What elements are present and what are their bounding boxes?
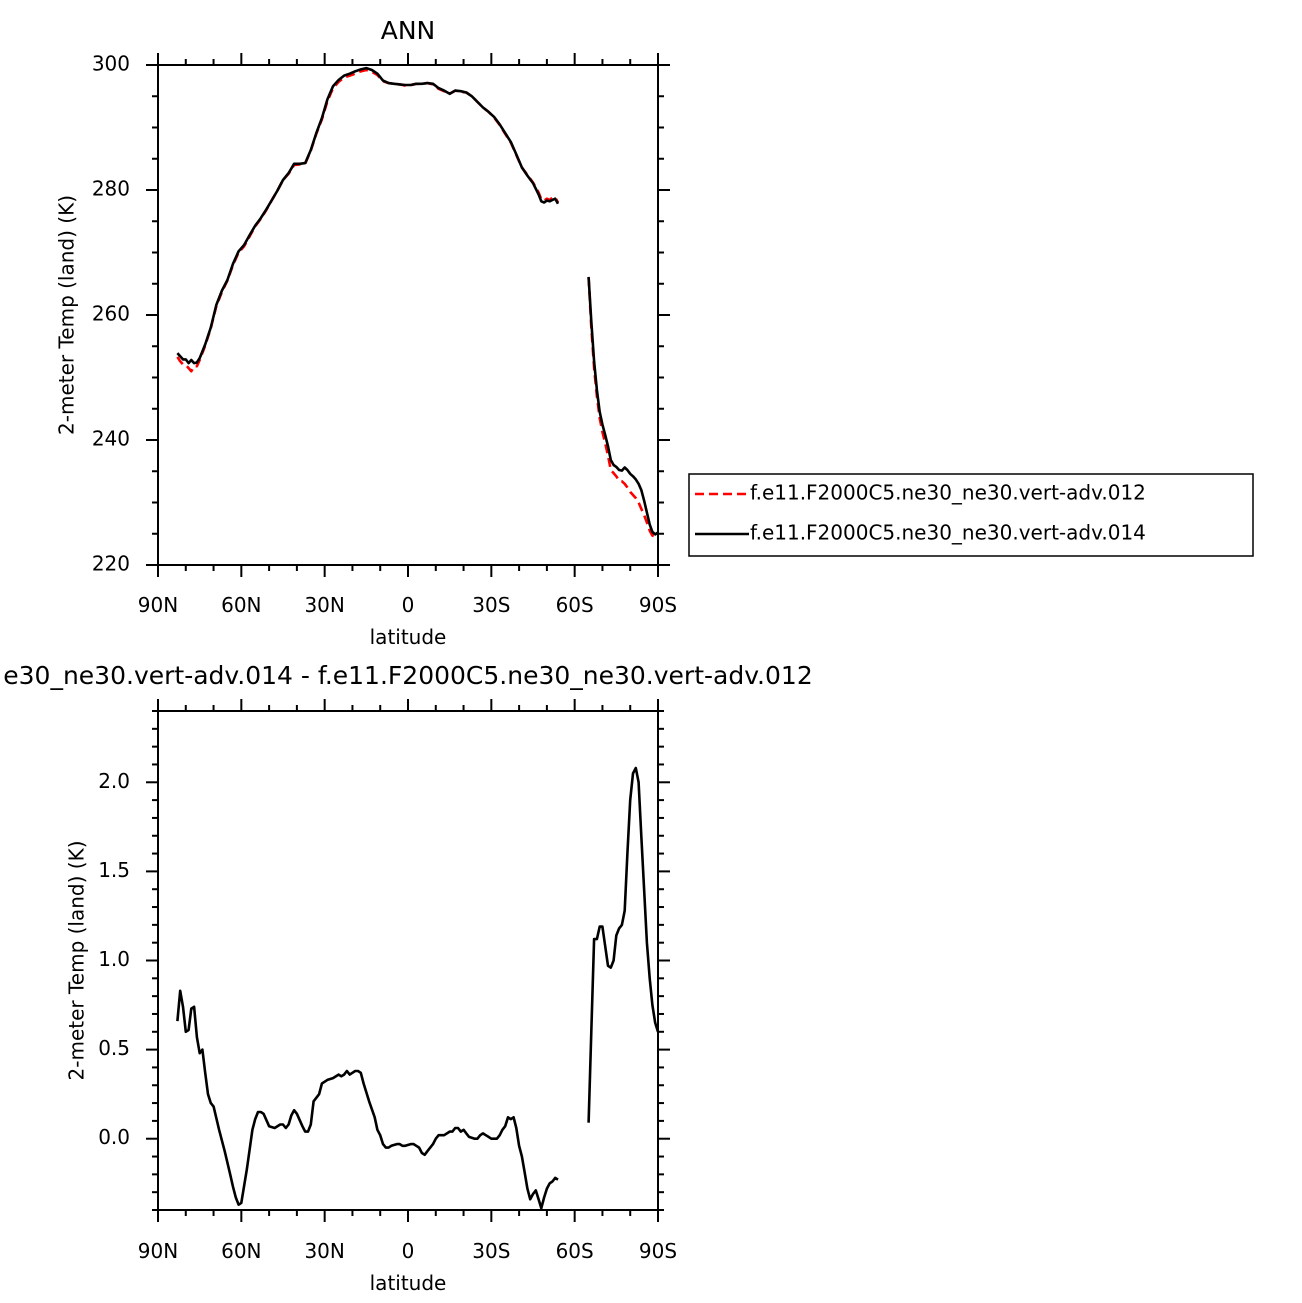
y-axis-label: 2-meter Temp (land) (K) <box>55 195 79 435</box>
x-tick-label: 30N <box>304 593 344 617</box>
x-tick-label: 90N <box>138 1239 178 1263</box>
chart-title: ANN <box>381 16 436 45</box>
y-tick-label: 0.5 <box>98 1036 130 1060</box>
chart-title: e30_ne30.vert-adv.014 - f.e11.F2000C5.ne… <box>3 661 812 690</box>
x-tick-label: 60S <box>556 1239 594 1263</box>
x-tick-label: 0 <box>402 1239 415 1263</box>
x-tick-label: 60N <box>221 1239 261 1263</box>
x-tick-label: 60N <box>221 593 261 617</box>
series-line-2 <box>176 66 560 365</box>
x-tick-label: 60S <box>556 593 594 617</box>
x-axis-label: latitude <box>370 625 447 649</box>
y-tick-label: 300 <box>92 52 130 76</box>
x-tick-label: 30S <box>472 593 510 617</box>
x-tick-label: 90S <box>639 1239 677 1263</box>
plot-frame <box>157 64 659 566</box>
x-tick-label: 90N <box>138 593 178 617</box>
x-tick-label: 30S <box>472 1239 510 1263</box>
y-tick-label: 240 <box>92 427 130 451</box>
legend-label-2: f.e11.F2000C5.ne30_ne30.vert-adv.014 <box>750 521 1146 545</box>
y-tick-label: 1.5 <box>98 858 130 882</box>
bottom-panel: e30_ne30.vert-adv.014 - f.e11.F2000C5.ne… <box>3 661 812 1295</box>
y-tick-label: 2.0 <box>98 769 130 793</box>
x-tick-label: 30N <box>304 1239 344 1263</box>
y-tick-label: 280 <box>92 177 130 201</box>
legend-label-1: f.e11.F2000C5.ne30_ne30.vert-adv.012 <box>750 481 1146 505</box>
y-axis-label: 2-meter Temp (land) (K) <box>65 841 89 1081</box>
x-tick-label: 90S <box>639 593 677 617</box>
series-line-1 <box>176 68 560 373</box>
legend-box <box>688 473 1254 557</box>
series-line-1 <box>587 766 660 1123</box>
legend: f.e11.F2000C5.ne30_ne30.vert-adv.012 f.e1… <box>688 473 1254 557</box>
series-line-2 <box>587 276 659 536</box>
series-line-1 <box>176 989 559 1210</box>
y-tick-label: 220 <box>92 552 130 576</box>
x-tick-label: 0 <box>402 593 415 617</box>
plot-frame <box>157 710 659 1211</box>
y-tick-label: 1.0 <box>98 947 130 971</box>
top-panel: ANN 90N 60N 30N 0 30S 60S 90S 220 240 260 280 300 lat… <box>55 16 678 649</box>
series-line-1 <box>587 277 659 538</box>
y-tick-label: 260 <box>92 302 130 326</box>
x-axis-label: latitude <box>370 1271 447 1295</box>
y-tick-label: 0.0 <box>98 1125 130 1149</box>
